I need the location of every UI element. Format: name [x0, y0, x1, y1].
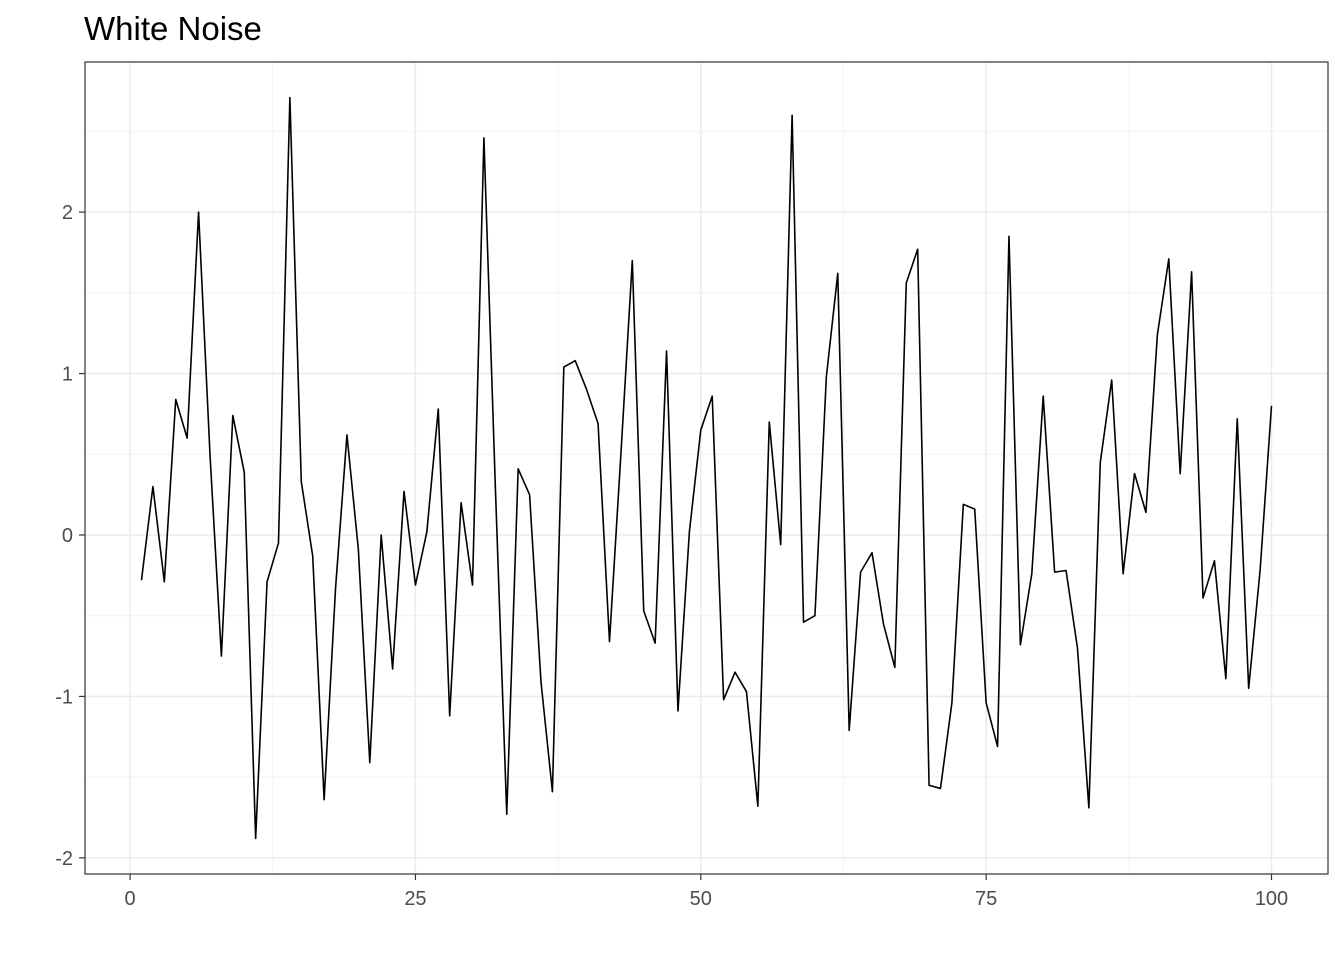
x-tick-label: 75 [975, 888, 997, 910]
x-tick-label: 100 [1255, 888, 1288, 910]
x-tick-label: 25 [404, 888, 426, 910]
y-tick-label: -2 [55, 848, 73, 870]
series-line [140, 96, 1273, 840]
series-group [140, 96, 1273, 840]
x-axis: 0 25 50 75 100 [125, 874, 1288, 910]
y-tick-label: 2 [62, 202, 73, 224]
x-tick-label: 50 [690, 888, 712, 910]
major-grid [85, 62, 1328, 874]
y-axis: -2 -1 0 1 2 [55, 202, 85, 870]
y-tick-label: -1 [55, 686, 73, 708]
x-tick-label: 0 [125, 888, 136, 910]
y-tick-label: 1 [62, 364, 73, 386]
chart-title: White Noise [84, 10, 262, 47]
minor-grid [85, 62, 1328, 874]
y-tick-label: 0 [62, 525, 73, 547]
plot-panel [84, 61, 1329, 875]
